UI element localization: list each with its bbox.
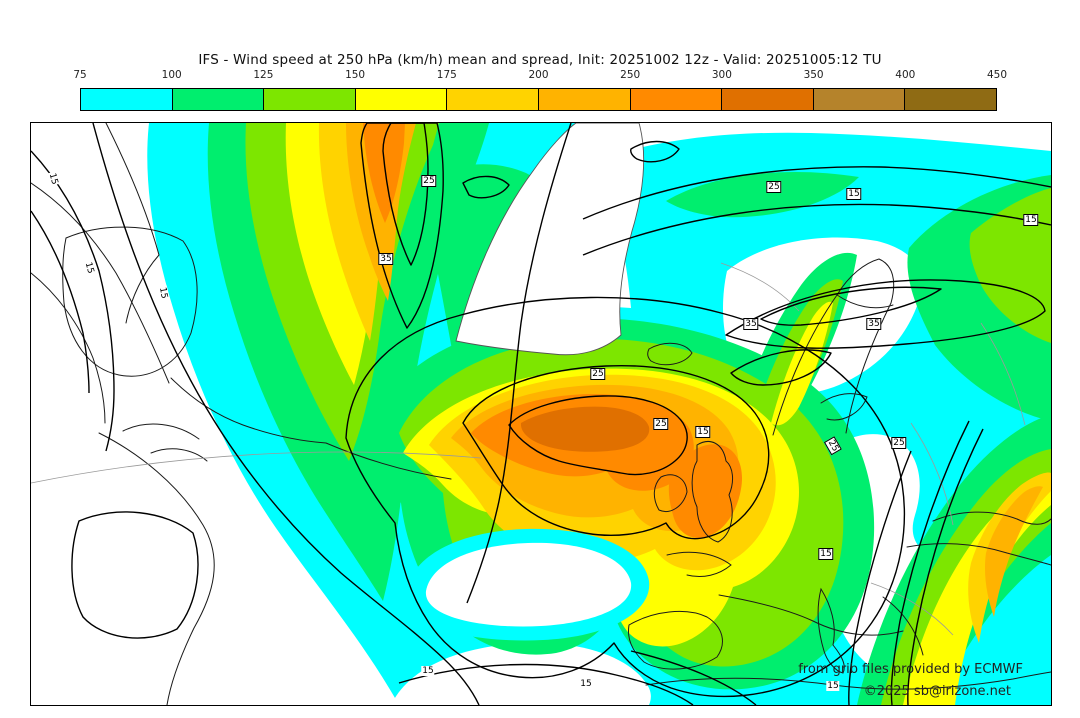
coastline-labrador (170, 377, 452, 480)
colorbar-segment (264, 89, 356, 110)
contour-label: 25 (590, 368, 606, 380)
colorbar-segment (630, 89, 723, 110)
spread-contour (907, 428, 984, 705)
contour-label: 15 (826, 681, 840, 691)
colorbar-segment (172, 89, 265, 110)
border-lines (31, 451, 482, 484)
coastline-layer (31, 123, 1051, 705)
spread-contour (462, 364, 770, 540)
spread-contour (360, 123, 444, 329)
spread-contour (71, 511, 199, 639)
weather-map (31, 123, 1051, 705)
spread-contour (730, 349, 832, 386)
coastline-canada (31, 182, 170, 384)
spread-contour (725, 279, 1046, 349)
colorbar-segment (813, 89, 906, 110)
contour-label: 15 (579, 679, 593, 689)
coastline-north-africa (645, 671, 1051, 690)
colorbar-tick-label: 300 (711, 69, 732, 81)
coastline-great-lakes (122, 423, 208, 462)
contour-label: 25 (891, 437, 907, 449)
contour-label: 15 (695, 426, 711, 438)
colorbar (80, 88, 997, 111)
contour-label: 15 (1023, 214, 1039, 226)
spread-contour (462, 175, 510, 199)
colorbar-segment (905, 89, 996, 110)
contour-label: 35 (378, 253, 394, 265)
colorbar-segment (355, 89, 448, 110)
shade-amber-se-jet (984, 486, 1043, 617)
spread-contour (848, 450, 912, 705)
colorbar-segment (722, 89, 814, 110)
coastline-canada (105, 123, 160, 324)
chart-title: IFS - Wind speed at 250 hPa (km/h) mean … (198, 52, 882, 68)
spread-contour (31, 210, 90, 394)
spread-contour (92, 123, 480, 705)
spread-contour (31, 150, 115, 452)
colorbar-ticks: 75 100 125 150 175 200 250 300 350 400 450 (73, 69, 1007, 83)
contour-label: 15 (421, 666, 435, 676)
coastline-hudson-bay (62, 226, 198, 377)
contour-label: 25 (421, 175, 437, 187)
shade-darkorange-core (520, 406, 650, 452)
coastline-mediterranean (718, 594, 904, 636)
coastline-france (666, 551, 732, 578)
spread-contour (398, 663, 694, 705)
shade-gold-se-jet (968, 472, 1051, 643)
contour-label: 15 (156, 285, 170, 301)
colorbar-segment (538, 89, 631, 110)
attribution-source: from grib files provided by ECMWF (798, 662, 1023, 677)
shade-white-eye (425, 542, 632, 627)
coastline-ireland (653, 474, 688, 512)
colorbar-tick-label: 250 (620, 69, 641, 81)
shade-chartreuse-russia-core (969, 188, 1051, 343)
coastline-canada (31, 272, 106, 424)
attribution-copyright: ©2025 sb@irizone.net (863, 684, 1011, 699)
coastline-iberia (628, 610, 723, 670)
colorbar-tick-label: 200 (528, 69, 549, 81)
spread-contour-layer (31, 123, 1051, 705)
contour-label: 35 (866, 318, 882, 330)
colorbar-tick-label: 75 (73, 69, 87, 81)
shade-white-bottom-center (391, 643, 651, 705)
contour-label: 15 (846, 188, 862, 200)
spread-contour (630, 650, 757, 705)
coastline-us-east (98, 432, 215, 705)
contour-label: 15 (818, 548, 834, 560)
shade-green-topjet-core (666, 171, 859, 218)
spread-contour (760, 286, 942, 326)
shade-orange-uk (668, 444, 743, 538)
spread-contour (508, 395, 688, 476)
spread-contour (466, 123, 572, 604)
colorbar-tick-label: 400 (895, 69, 916, 81)
spread-contour (582, 166, 1051, 220)
border-lines (910, 422, 954, 526)
coastline-italy (817, 587, 845, 674)
shade-orange-na-core (363, 123, 405, 223)
coastline-greenland (455, 123, 645, 356)
spread-contour (582, 203, 1051, 256)
map-panel: from grib files provided by ECMWF ©2025 … (30, 122, 1052, 706)
coastline-scandinavia (772, 258, 895, 436)
colorbar-segment (81, 89, 173, 110)
colorbar-tick-label: 175 (436, 69, 457, 81)
colorbar-tick-label: 100 (161, 69, 182, 81)
border-layer (31, 262, 1026, 636)
coastline-black-sea (932, 511, 1051, 525)
colorbar-tick-label: 150 (345, 69, 366, 81)
contour-label: 35 (743, 318, 759, 330)
border-lines (870, 582, 954, 636)
coastline-iceland (647, 342, 693, 366)
coastline-greece-turkey (882, 543, 1051, 656)
contour-label: 25 (766, 181, 782, 193)
contour-label: 25 (653, 418, 669, 430)
spread-contour (890, 420, 970, 705)
spread-contour (345, 296, 906, 698)
colorbar-tick-label: 450 (986, 69, 1008, 81)
border-lines (720, 262, 800, 312)
colorbar-tick-label: 350 (803, 69, 824, 81)
colorbar-tick-label: 125 (253, 69, 274, 81)
spread-contour (630, 140, 680, 163)
colorbar-segment (447, 89, 539, 110)
